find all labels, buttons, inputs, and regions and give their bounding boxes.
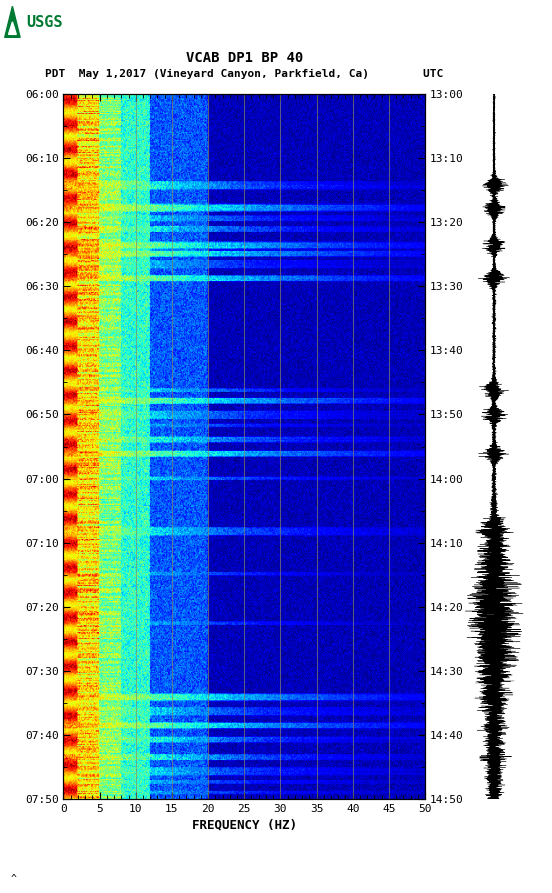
Text: USGS: USGS	[26, 15, 63, 29]
X-axis label: FREQUENCY (HZ): FREQUENCY (HZ)	[192, 818, 297, 831]
Text: ^: ^	[11, 874, 17, 884]
Text: VCAB DP1 BP 40: VCAB DP1 BP 40	[185, 51, 303, 65]
Polygon shape	[4, 6, 20, 38]
Text: PDT  May 1,2017 (Vineyard Canyon, Parkfield, Ca)        UTC: PDT May 1,2017 (Vineyard Canyon, Parkfie…	[45, 69, 443, 79]
Polygon shape	[9, 22, 17, 35]
